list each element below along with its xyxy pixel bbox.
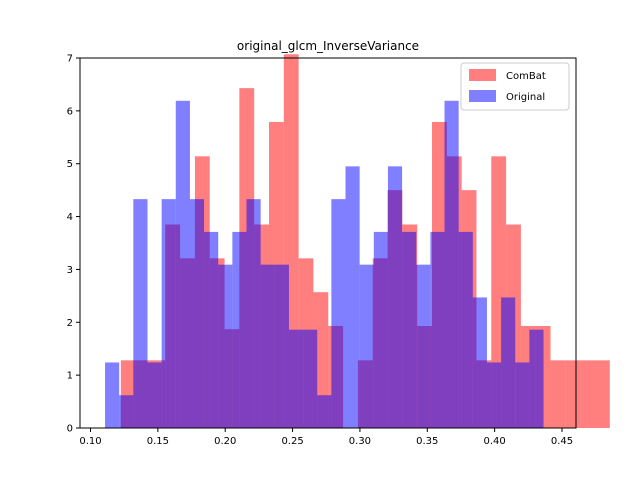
bar-original-26 bbox=[472, 297, 487, 428]
bar-original-13 bbox=[288, 329, 304, 428]
legend-label-combat: ComBat bbox=[506, 71, 546, 82]
bar-original-21 bbox=[402, 231, 417, 428]
plot-frame bbox=[79, 57, 577, 429]
legend-swatch-original bbox=[469, 90, 496, 102]
bar-original-22 bbox=[416, 264, 431, 428]
x-tick-label: 0.40 bbox=[484, 436, 506, 447]
y-tick-label: 1 bbox=[67, 371, 73, 382]
x-tick-label: 0.45 bbox=[551, 436, 573, 447]
x-tick-label: 0.30 bbox=[349, 436, 371, 447]
bar-original-16 bbox=[331, 199, 346, 428]
x-tick-label: 0.20 bbox=[214, 436, 236, 447]
bar-original-15 bbox=[317, 395, 332, 428]
legend-label-original: Original bbox=[506, 92, 545, 103]
y-tick-label: 7 bbox=[67, 54, 73, 65]
bar-original-0 bbox=[105, 362, 120, 428]
legend-swatch-combat bbox=[469, 69, 496, 81]
bar-original-27 bbox=[486, 362, 502, 428]
bar-original-23 bbox=[430, 231, 445, 428]
y-tick-label: 2 bbox=[67, 318, 73, 329]
bar-original-12 bbox=[274, 264, 289, 428]
bar-original-30 bbox=[529, 329, 544, 428]
bar-original-11 bbox=[260, 264, 275, 428]
bar-original-1 bbox=[119, 395, 134, 428]
bar-original-10 bbox=[246, 199, 261, 428]
x-tick-label: 0.10 bbox=[79, 436, 101, 447]
y-tick-label: 4 bbox=[67, 212, 73, 223]
bar-original-14 bbox=[303, 329, 318, 428]
x-tick-label: 0.35 bbox=[416, 436, 438, 447]
bar-original-3 bbox=[147, 362, 162, 428]
y-axis: 0 1 2 3 4 5 6 7 bbox=[67, 54, 80, 435]
y-tick-label: 0 bbox=[67, 424, 73, 435]
x-tick-label: 0.25 bbox=[281, 436, 303, 447]
bar-original-18 bbox=[359, 264, 374, 428]
series-original-bars bbox=[105, 100, 544, 429]
bar-original-24 bbox=[444, 100, 459, 428]
bar-original-4 bbox=[161, 199, 176, 428]
y-tick-label: 3 bbox=[67, 265, 73, 276]
bar-original-8 bbox=[218, 264, 233, 428]
bar-original-28 bbox=[501, 297, 516, 428]
bar-original-29 bbox=[515, 362, 530, 428]
x-axis: 0.10 0.15 0.20 0.25 0.30 0.35 0.40 0.45 bbox=[79, 428, 573, 447]
bar-original-25 bbox=[458, 231, 473, 428]
bar-combat-29 bbox=[550, 360, 566, 428]
bar-original-20 bbox=[387, 166, 403, 429]
bar-original-9 bbox=[232, 231, 247, 428]
bar-combat-30 bbox=[565, 360, 581, 428]
x-tick-label: 0.15 bbox=[147, 436, 169, 447]
bar-original-6 bbox=[189, 199, 205, 428]
bar-original-7 bbox=[204, 231, 219, 428]
bar-original-17 bbox=[345, 166, 360, 429]
bar-combat-31 bbox=[580, 360, 595, 428]
chart-title: original_glcm_InverseVariance bbox=[237, 39, 419, 53]
bar-combat-32 bbox=[594, 360, 610, 428]
bar-original-5 bbox=[175, 100, 190, 428]
legend: ComBat Original bbox=[460, 62, 570, 111]
y-tick-label: 6 bbox=[67, 106, 73, 117]
bar-original-19 bbox=[373, 231, 388, 428]
y-tick-label: 5 bbox=[67, 159, 73, 170]
bar-original-2 bbox=[133, 199, 148, 428]
